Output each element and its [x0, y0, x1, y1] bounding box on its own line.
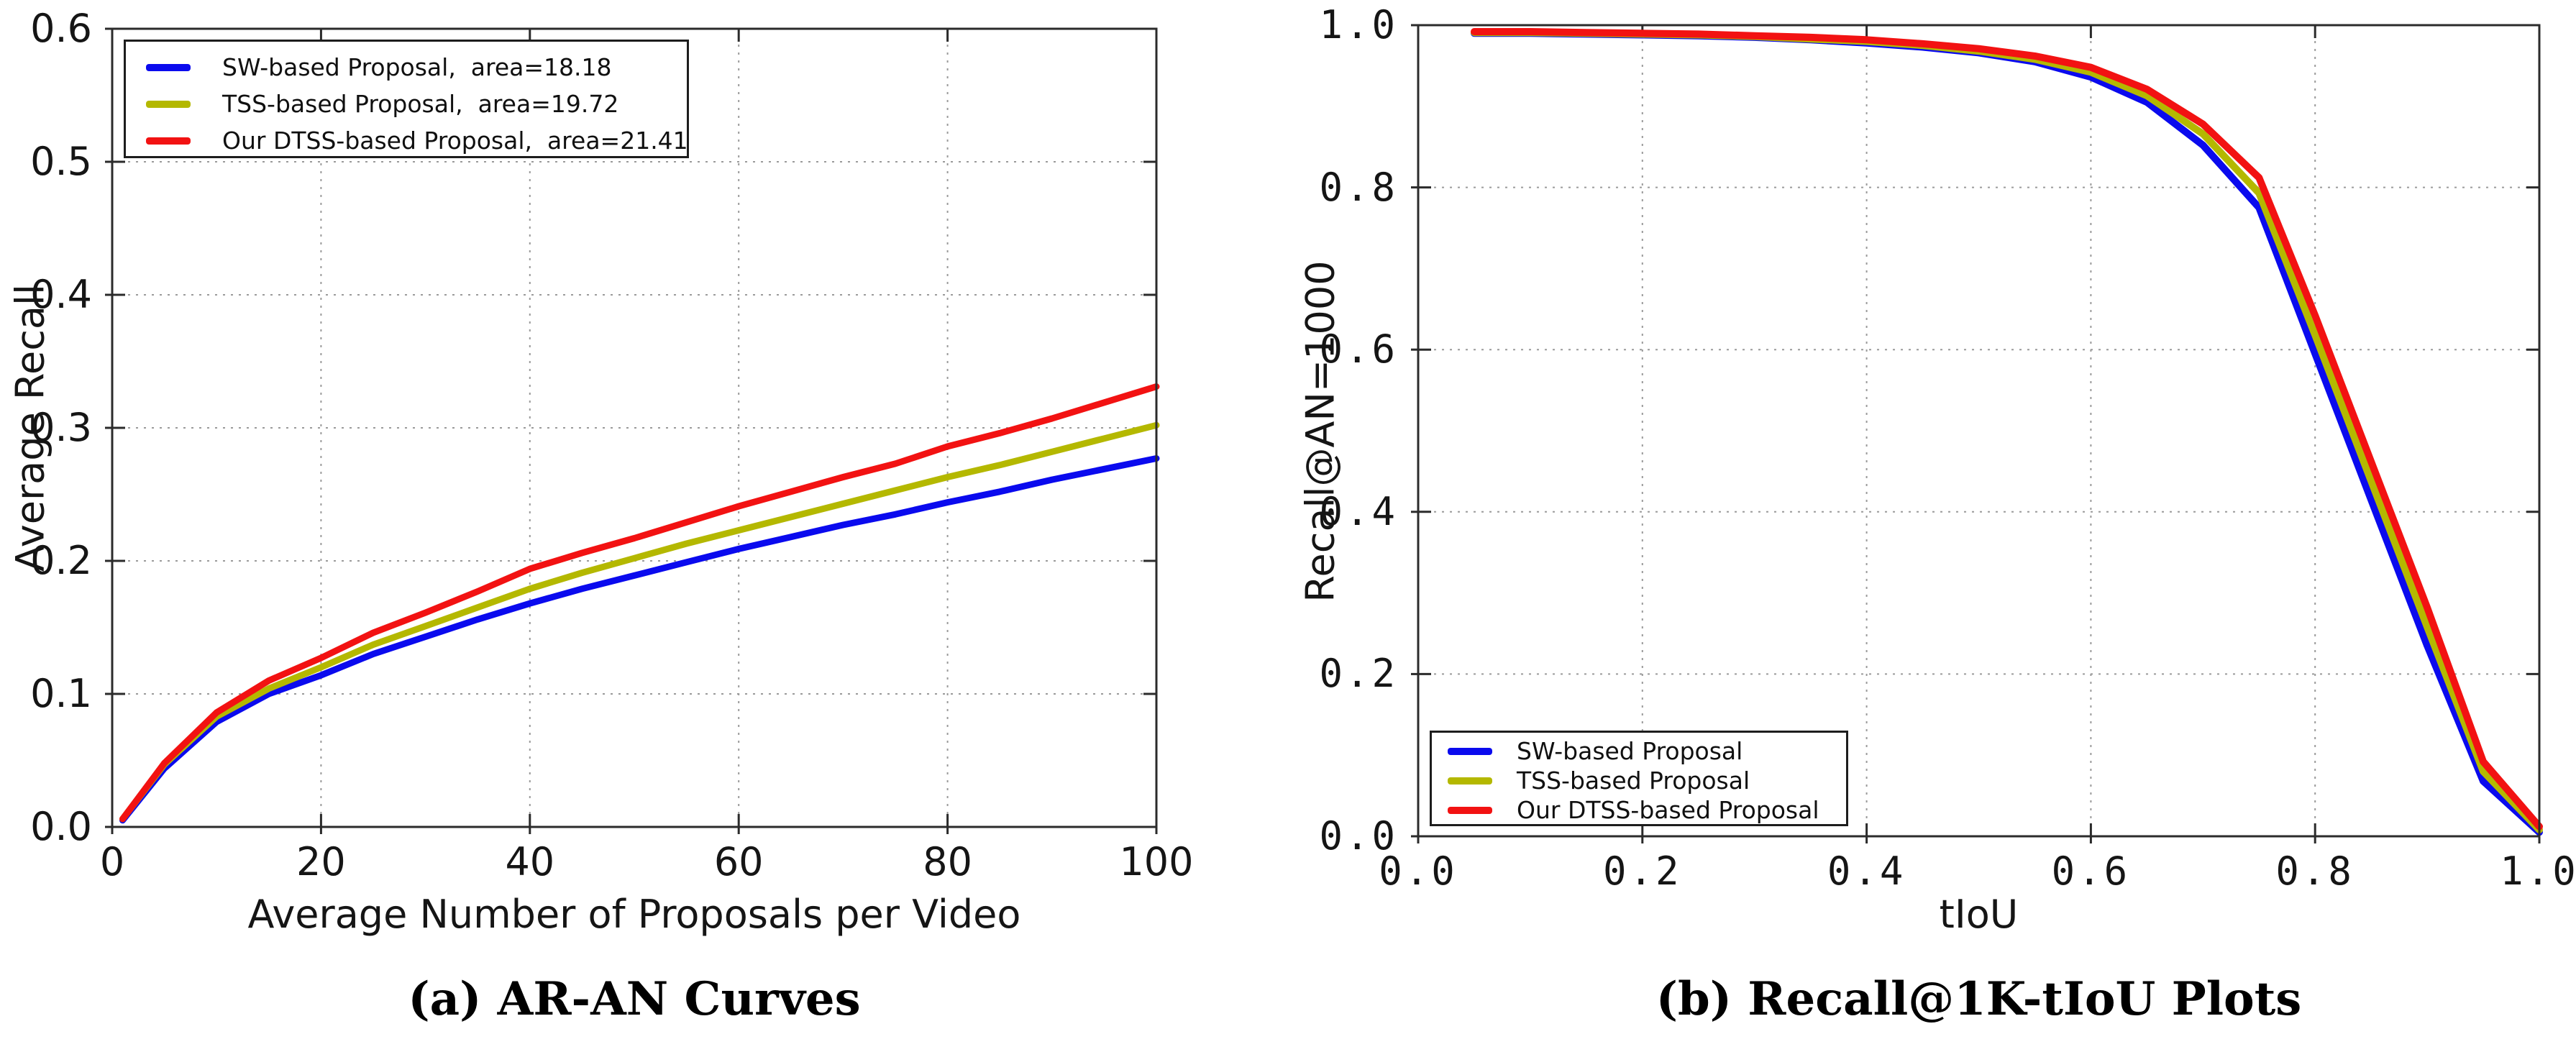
legend-recall-tiou: SW-based Proposal TSS-based Proposal Our… [1430, 731, 1848, 826]
y-tick-label-ar-an: 0.6 [30, 6, 92, 51]
x-tick-label-ar-an: 0 [99, 839, 125, 884]
series-line-our-dtss-based-proposal [119, 383, 1160, 823]
y-tick-label-recall-tiou: 0.4 [1319, 488, 1398, 534]
tss-line-swatch-icon [146, 100, 191, 108]
legend-entry-tss: TSS-based Proposal, area=19.72 [137, 86, 687, 122]
series-line-sw-based-proposal [119, 455, 1160, 824]
x-tick-label-recall-tiou: 0.4 [1827, 849, 1906, 894]
chart-ar-an-plot-area [105, 27, 1160, 834]
legend-label-sw: SW-based Proposal, area=18.18 [222, 53, 612, 81]
dtss-line-swatch-icon [146, 137, 191, 145]
sw-line-swatch-icon [1448, 747, 1492, 755]
y-tick-label-ar-an: 0.1 [30, 671, 92, 716]
sw-line-swatch-icon [146, 63, 191, 71]
x-tick-label-recall-tiou: 0.6 [2051, 849, 2131, 894]
caption-recall-tiou: (b) Recall@1K-tIoU Plots [1655, 972, 2302, 1026]
x-tick-label-ar-an: 60 [713, 839, 764, 884]
legend-label-sw: SW-based Proposal [1517, 737, 1743, 765]
series-line-tss-based-proposal [119, 421, 1160, 823]
tss-line-swatch-icon [1448, 777, 1492, 785]
legend-label-tss: TSS-based Proposal, area=19.72 [222, 90, 619, 118]
x-axis-label-proposals-per-video: Average Number of Proposals per Video [247, 892, 1021, 937]
x-tick-label-recall-tiou: 0.2 [1603, 849, 1682, 894]
y-tick-label-recall-tiou: 0.2 [1319, 651, 1398, 697]
y-tick-label-recall-tiou: 0.6 [1319, 326, 1398, 372]
x-tick-label-recall-tiou: 1.0 [2500, 849, 2576, 894]
legend-entry-dtss: Our DTSS-based Proposal [1440, 795, 1846, 825]
legend-label-dtss: Our DTSS-based Proposal, area=21.41 [222, 127, 688, 155]
y-tick-label-ar-an: 0.3 [30, 405, 92, 450]
dtss-line-swatch-icon [1448, 806, 1492, 814]
legend-entry-tss: TSS-based Proposal [1440, 766, 1846, 795]
x-tick-label-ar-an: 100 [1119, 839, 1194, 884]
y-tick-label-ar-an: 0.5 [30, 139, 92, 184]
x-tick-label-recall-tiou: 0.0 [1379, 849, 1458, 894]
y-axis-label-recall-at-an-1000: Recall@AN=1000 [1297, 260, 1343, 603]
caption-ar-an: (a) AR-AN Curves [408, 972, 861, 1026]
legend-label-tss: TSS-based Proposal [1517, 767, 1750, 795]
legend-entry-dtss: Our DTSS-based Proposal, area=21.41 [137, 122, 688, 159]
x-tick-label-ar-an: 80 [923, 839, 972, 884]
series-line-our-dtss-based-proposal [1471, 28, 2543, 831]
legend-ar-an: SW-based Proposal, area=18.18 TSS-based … [124, 40, 689, 158]
y-tick-label-ar-an: 0.0 [30, 804, 92, 849]
legend-entry-sw: SW-based Proposal [1440, 736, 1846, 766]
y-tick-label-recall-tiou: 0.0 [1319, 813, 1398, 859]
y-tick-label-ar-an: 0.4 [30, 272, 92, 317]
y-tick-label-recall-tiou: 0.8 [1319, 164, 1398, 210]
y-tick-label-recall-tiou: 1.0 [1319, 2, 1398, 47]
y-tick-label-ar-an: 0.2 [30, 538, 92, 583]
legend-label-dtss: Our DTSS-based Proposal [1517, 796, 1819, 824]
legend-entry-sw: SW-based Proposal, area=18.18 [137, 49, 687, 86]
chart-recall-tiou-plot-area [1411, 24, 2543, 843]
x-axis-label-tiou: tIoU [1939, 892, 2019, 937]
series-line-tss-based-proposal [1471, 29, 2543, 833]
series-line-sw-based-proposal [1471, 29, 2543, 836]
x-tick-label-ar-an: 40 [505, 839, 555, 884]
x-tick-label-ar-an: 20 [296, 839, 346, 884]
x-tick-label-recall-tiou: 0.8 [2275, 849, 2355, 894]
